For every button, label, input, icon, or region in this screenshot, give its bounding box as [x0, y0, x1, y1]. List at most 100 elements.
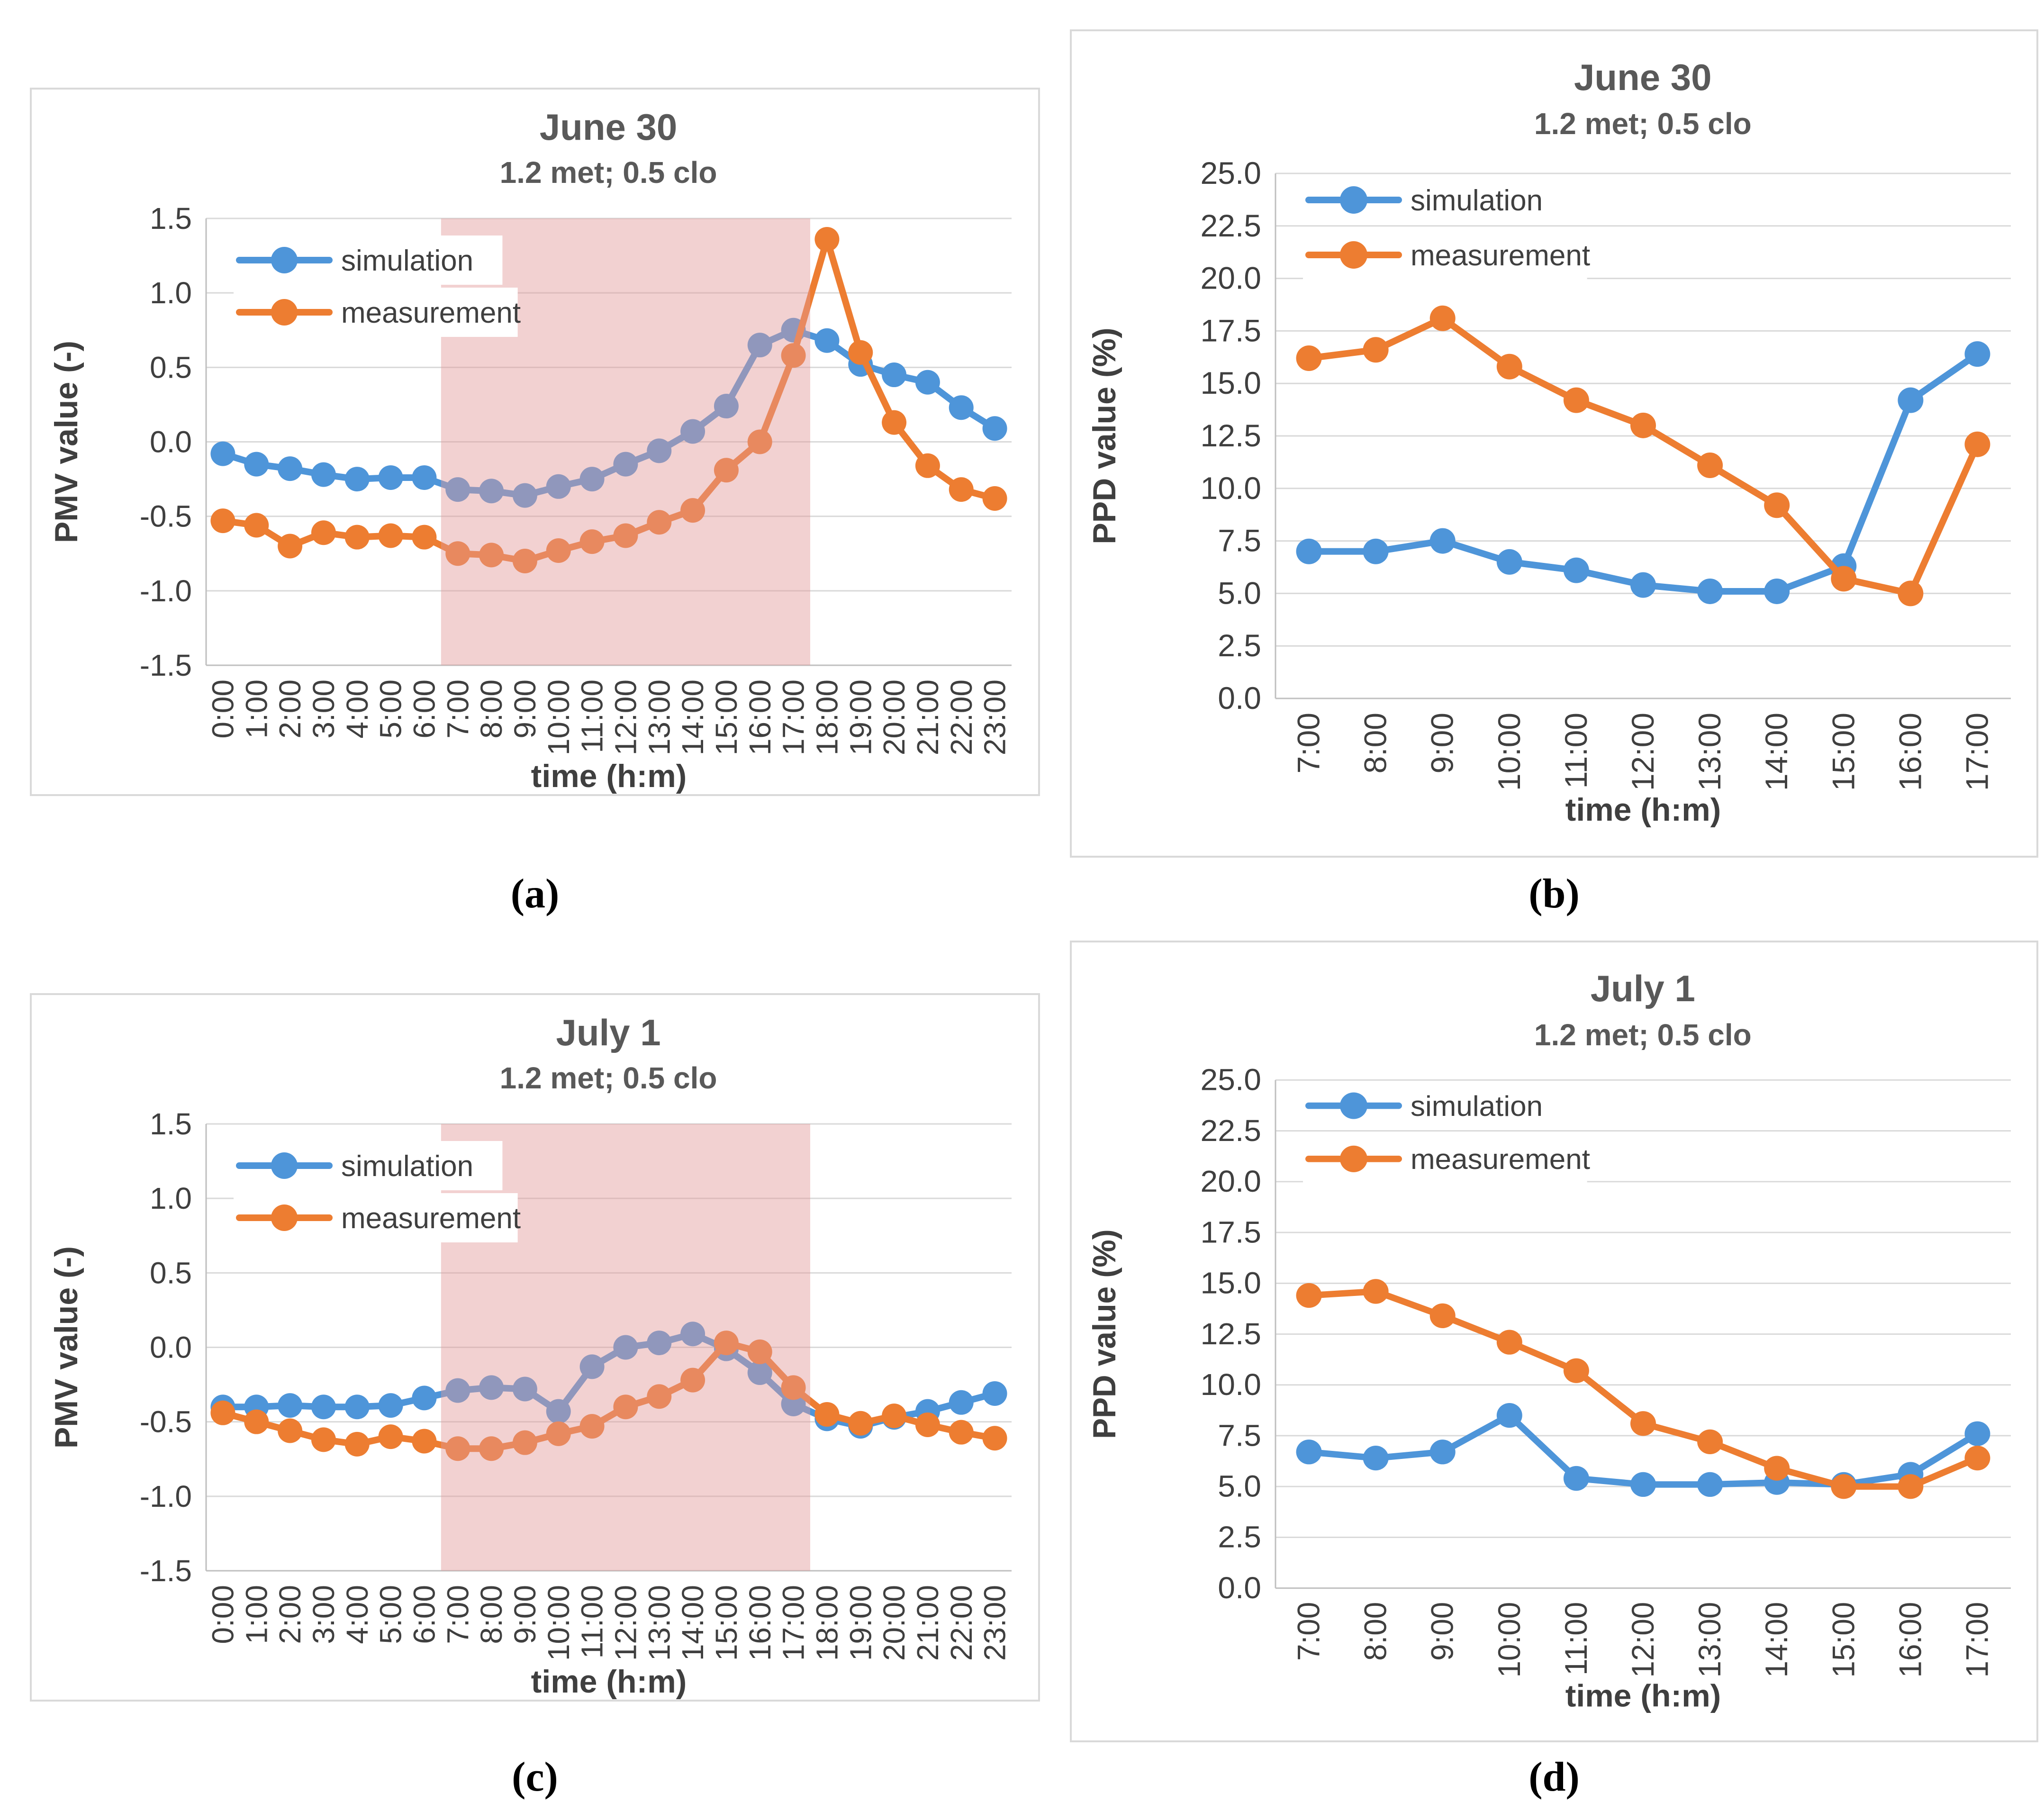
data-point-measurement [1697, 453, 1723, 479]
data-point-measurement [412, 1429, 437, 1454]
x-tick-label: 20:00 [877, 1585, 911, 1661]
data-point-simulation [747, 333, 772, 358]
data-point-measurement [1363, 337, 1389, 363]
x-tick-label: 12:00 [1625, 713, 1660, 791]
data-point-measurement [311, 520, 336, 545]
x-tick-label: 16:00 [743, 1585, 777, 1661]
data-point-measurement [278, 534, 303, 559]
data-point-measurement [1831, 566, 1857, 592]
x-tick-label: 13:00 [1692, 1602, 1727, 1678]
data-point-measurement [747, 429, 772, 454]
x-tick-label: 7:00 [1291, 1602, 1326, 1661]
occupancy-shaded-band [441, 218, 810, 665]
x-tick-label: 12:00 [608, 679, 642, 755]
y-axis-title: PPD value (%) [1086, 1229, 1122, 1439]
y-tick-label: 1.5 [150, 201, 192, 235]
data-point-measurement [1563, 387, 1589, 413]
x-tick-label: 14:00 [1759, 1602, 1794, 1678]
data-point-simulation [647, 438, 672, 463]
data-point-simulation [1964, 341, 1990, 367]
chart-subtitle: 1.2 met; 0.5 clo [499, 1061, 717, 1095]
x-tick-label: 9:00 [508, 679, 542, 739]
data-point-simulation [949, 395, 974, 420]
legend-marker-dot [271, 247, 298, 273]
data-point-measurement [647, 1384, 672, 1409]
data-point-simulation [680, 1322, 705, 1347]
data-point-simulation [210, 441, 235, 466]
data-point-measurement [244, 513, 269, 538]
data-point-simulation [311, 462, 336, 487]
data-point-simulation [244, 452, 269, 477]
data-point-measurement [613, 523, 638, 548]
x-tick-label: 10:00 [542, 679, 576, 755]
x-tick-label: 12:00 [608, 1585, 642, 1661]
y-tick-label: 2.5 [1218, 1520, 1261, 1554]
subfigure-caption-a: (a) [510, 871, 560, 917]
subfigure-caption-c: (c) [512, 1754, 558, 1800]
x-tick-label: 1:00 [239, 679, 273, 739]
y-axis-title: PMV value (-) [48, 1246, 84, 1449]
data-point-measurement [479, 543, 504, 568]
x-tick-label: 17:00 [1959, 1602, 1994, 1678]
y-tick-label: 22.5 [1201, 208, 1261, 243]
y-tick-label: 2.5 [1218, 628, 1261, 663]
x-tick-label: 6:00 [407, 679, 441, 739]
data-point-measurement [412, 525, 437, 550]
x-tick-label: 9:00 [1425, 713, 1460, 773]
data-point-measurement [378, 523, 403, 548]
chart-subtitle: 1.2 met; 0.5 clo [499, 155, 717, 190]
y-tick-label: -1.5 [140, 648, 192, 682]
chart-panel-pmv-july1: July 1 1.2 met; 0.5 clo simulation measur… [30, 993, 1040, 1702]
data-point-simulation [445, 1378, 470, 1403]
y-axis-title: PMV value (-) [48, 341, 84, 543]
x-tick-label: 11:00 [1558, 1602, 1593, 1675]
x-tick-label: 23:00 [978, 679, 1012, 755]
y-tick-label: 25.0 [1201, 155, 1261, 190]
data-point-measurement [344, 525, 370, 550]
data-point-measurement [1296, 1283, 1322, 1308]
y-tick-label: 0.0 [1218, 1571, 1261, 1605]
x-tick-label: 7:00 [441, 1585, 475, 1644]
y-tick-label: 15.0 [1201, 1266, 1261, 1300]
data-point-simulation [747, 1360, 772, 1385]
data-point-measurement [647, 510, 672, 535]
legend-label-measurement: measurement [341, 1202, 521, 1235]
data-point-measurement [378, 1424, 403, 1449]
chart-canvas-pmv-july1: simulation measurement -1.5 -1.0 -0.5 0.0 0.5 1… [48, 1107, 1012, 1700]
y-tick-label: 20.0 [1201, 1164, 1261, 1198]
data-point-measurement [1296, 345, 1322, 371]
data-point-simulation [278, 456, 303, 481]
data-point-simulation [378, 1393, 403, 1418]
data-point-simulation [1563, 1466, 1589, 1491]
legend-label-measurement: measurement [1411, 239, 1590, 272]
data-point-measurement [1429, 305, 1456, 331]
data-point-measurement [479, 1436, 504, 1461]
data-point-simulation [546, 1399, 571, 1424]
x-tick-label: 13:00 [642, 679, 676, 755]
legend-marker-dot [1340, 186, 1367, 214]
data-point-measurement [579, 1414, 605, 1439]
x-tick-label: 23:00 [978, 1585, 1012, 1661]
x-tick-label: 8:00 [474, 679, 508, 739]
data-point-simulation [278, 1393, 303, 1418]
legend-label-measurement: measurement [341, 297, 521, 329]
data-point-measurement [949, 477, 974, 502]
data-point-simulation [344, 1394, 370, 1420]
data-point-measurement [781, 1375, 806, 1400]
data-point-simulation [512, 483, 537, 508]
x-tick-label: 14:00 [1759, 713, 1794, 791]
x-tick-label: 17:00 [1959, 713, 1994, 791]
x-tick-label: 14:00 [676, 679, 710, 755]
x-tick-label: 7:00 [441, 679, 475, 739]
data-point-simulation [344, 467, 370, 492]
legend-label-simulation: simulation [1411, 1090, 1543, 1122]
chart-canvas-ppd-july1: simulation measurement 0.0 2.5 5.0 7.5 10.0 12.… [1086, 1063, 2011, 1713]
data-point-simulation [647, 1331, 672, 1356]
data-point-simulation [1363, 1446, 1389, 1471]
x-tick-label: 3:00 [307, 679, 341, 739]
data-point-measurement [311, 1427, 336, 1452]
subfigure-caption-d: (d) [1528, 1754, 1580, 1800]
legend-label-measurement: measurement [1411, 1143, 1590, 1175]
x-tick-label: 16:00 [1892, 1602, 1927, 1678]
chart-title: June 30 [1574, 56, 1712, 98]
